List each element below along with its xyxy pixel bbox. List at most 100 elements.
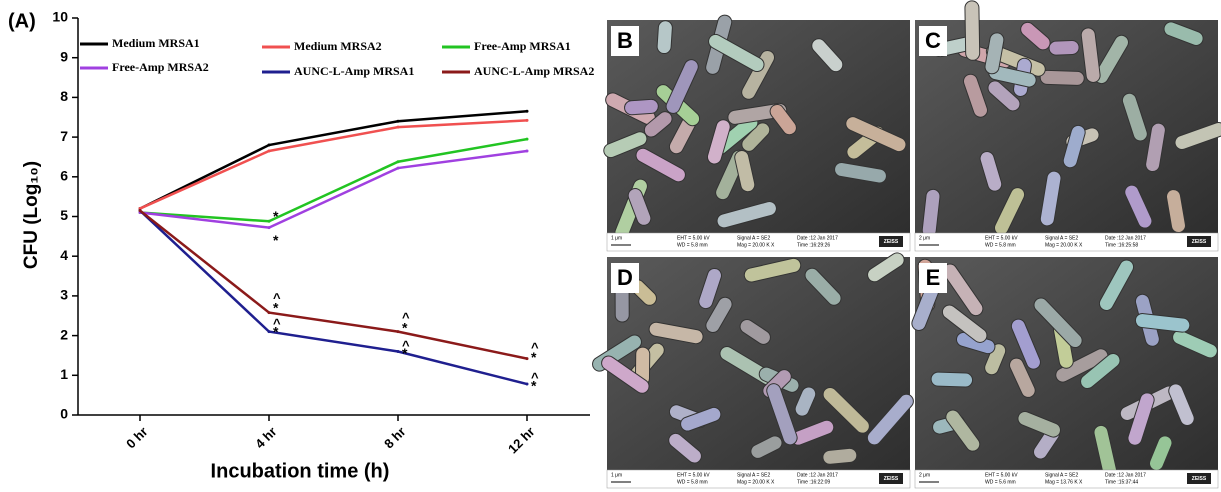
point: [396, 166, 400, 170]
x-tick-label: 8 hr: [381, 424, 408, 451]
logo-box: [879, 473, 903, 484]
sem-rod: [1121, 92, 1148, 142]
sem-rod: [750, 435, 783, 459]
info-text: Signal A = SE2: [1045, 472, 1078, 478]
legend-label: Free-Amp MRSA1: [474, 39, 571, 53]
sem-rod: [962, 73, 988, 118]
point: [525, 137, 529, 141]
annotation: *: [531, 378, 537, 394]
y-tick-label: 0: [60, 406, 68, 422]
sem-rod: [1172, 329, 1218, 359]
info-text: Time :16:25:58: [1105, 242, 1138, 248]
annotation: *: [402, 319, 408, 335]
sem-rod: [705, 296, 733, 333]
info-text: EHT = 5.00 kV: [677, 472, 710, 478]
legend-label: Medium MRSA1: [112, 36, 200, 50]
y-tick-label: 10: [52, 9, 68, 25]
info-text: Date :12 Jan 2017: [797, 472, 838, 478]
y-tick-label: 7: [60, 128, 68, 144]
sem-rod: [1062, 124, 1086, 169]
point: [267, 143, 271, 147]
sem-rod: [627, 188, 652, 226]
y-tick-label: 2: [60, 326, 68, 342]
point: [396, 160, 400, 164]
panel-label: C: [925, 28, 941, 53]
sem-rod: [1145, 122, 1166, 173]
label-box: [611, 26, 639, 56]
sem-rod: [964, 0, 981, 61]
series-line: [139, 209, 528, 360]
annotation: *: [273, 323, 279, 339]
series-line: [139, 209, 528, 386]
point: [396, 330, 400, 334]
sem-rod: [1010, 318, 1041, 370]
sem-rod: [734, 150, 756, 193]
legend-label: Free-Amp MRSA2: [112, 60, 209, 74]
point: [396, 349, 400, 353]
info-text: Signal A = SE2: [1045, 235, 1078, 241]
info-bar: [606, 232, 911, 252]
point: [267, 149, 271, 153]
sem-rod: [945, 409, 981, 452]
sem-rod: [1033, 297, 1083, 349]
point: [267, 330, 271, 334]
sem-rod: [1080, 352, 1121, 390]
sem-rod: [941, 304, 988, 343]
sem-rod: [739, 318, 771, 345]
sem-rod: [1127, 392, 1155, 446]
y-tick-label: 3: [60, 287, 68, 303]
panel-label: B: [617, 28, 633, 53]
point: [525, 109, 529, 113]
legend-label: AUNC-L-Amp MRSA2: [474, 64, 594, 78]
sem-rod: [811, 38, 844, 73]
point: [396, 119, 400, 123]
info-bar: [606, 469, 911, 489]
sem-rod: [741, 50, 775, 100]
scale-text: 1 μm: [611, 235, 622, 241]
annotation: ^: [273, 316, 281, 331]
panel-label: E: [926, 265, 941, 290]
sem-rod: [708, 33, 765, 73]
x-axis-title: Incubation time (h): [211, 460, 390, 482]
info-text: EHT = 5.00 kV: [985, 472, 1018, 478]
sem-rod: [1039, 170, 1062, 227]
point: [267, 226, 271, 230]
label-box: [611, 263, 639, 293]
logo: ZEISS: [1192, 239, 1207, 245]
y-tick-label: 4: [60, 247, 68, 263]
sem-rod: [1039, 69, 1085, 86]
point: [525, 357, 529, 361]
info-text: EHT = 5.00 kV: [985, 235, 1018, 241]
sem-rod: [716, 201, 777, 229]
annotation: *: [402, 345, 408, 361]
sem-rod: [1166, 189, 1186, 234]
series-line: [139, 137, 528, 223]
sem-image: [607, 257, 910, 470]
info-text: Signal A = SE2: [737, 235, 770, 241]
annotation: ^: [402, 338, 410, 353]
sem-rod: [1093, 34, 1129, 85]
sem-rod: [769, 103, 797, 136]
logo-box: [1187, 473, 1211, 484]
panel-label: (A): [8, 10, 36, 32]
info-text: Signal A = SE2: [737, 472, 770, 478]
x-tick-label: 4 hr: [252, 424, 279, 451]
y-axis-title: CFU (Log₁₀): [21, 161, 42, 269]
sem-rod: [1098, 259, 1135, 311]
sem-rod: [1017, 411, 1061, 438]
point: [396, 125, 400, 129]
x-tick-label: 12 hr: [505, 424, 538, 457]
logo-box: [879, 236, 903, 247]
sem-rod: [1134, 313, 1191, 333]
sem-rod: [1009, 357, 1036, 398]
sem-rod: [668, 432, 702, 464]
series-line: [139, 119, 528, 210]
annotation: ^: [273, 290, 281, 305]
info-text: Mag = 20.00 K X: [737, 242, 775, 248]
info-text: Time :16:22:09: [797, 479, 830, 485]
series-line: [139, 110, 528, 210]
sem-rod: [1080, 27, 1101, 83]
sem-rod: [1048, 39, 1080, 56]
sem-rod: [1055, 348, 1109, 383]
sem-rod: [979, 151, 1003, 192]
